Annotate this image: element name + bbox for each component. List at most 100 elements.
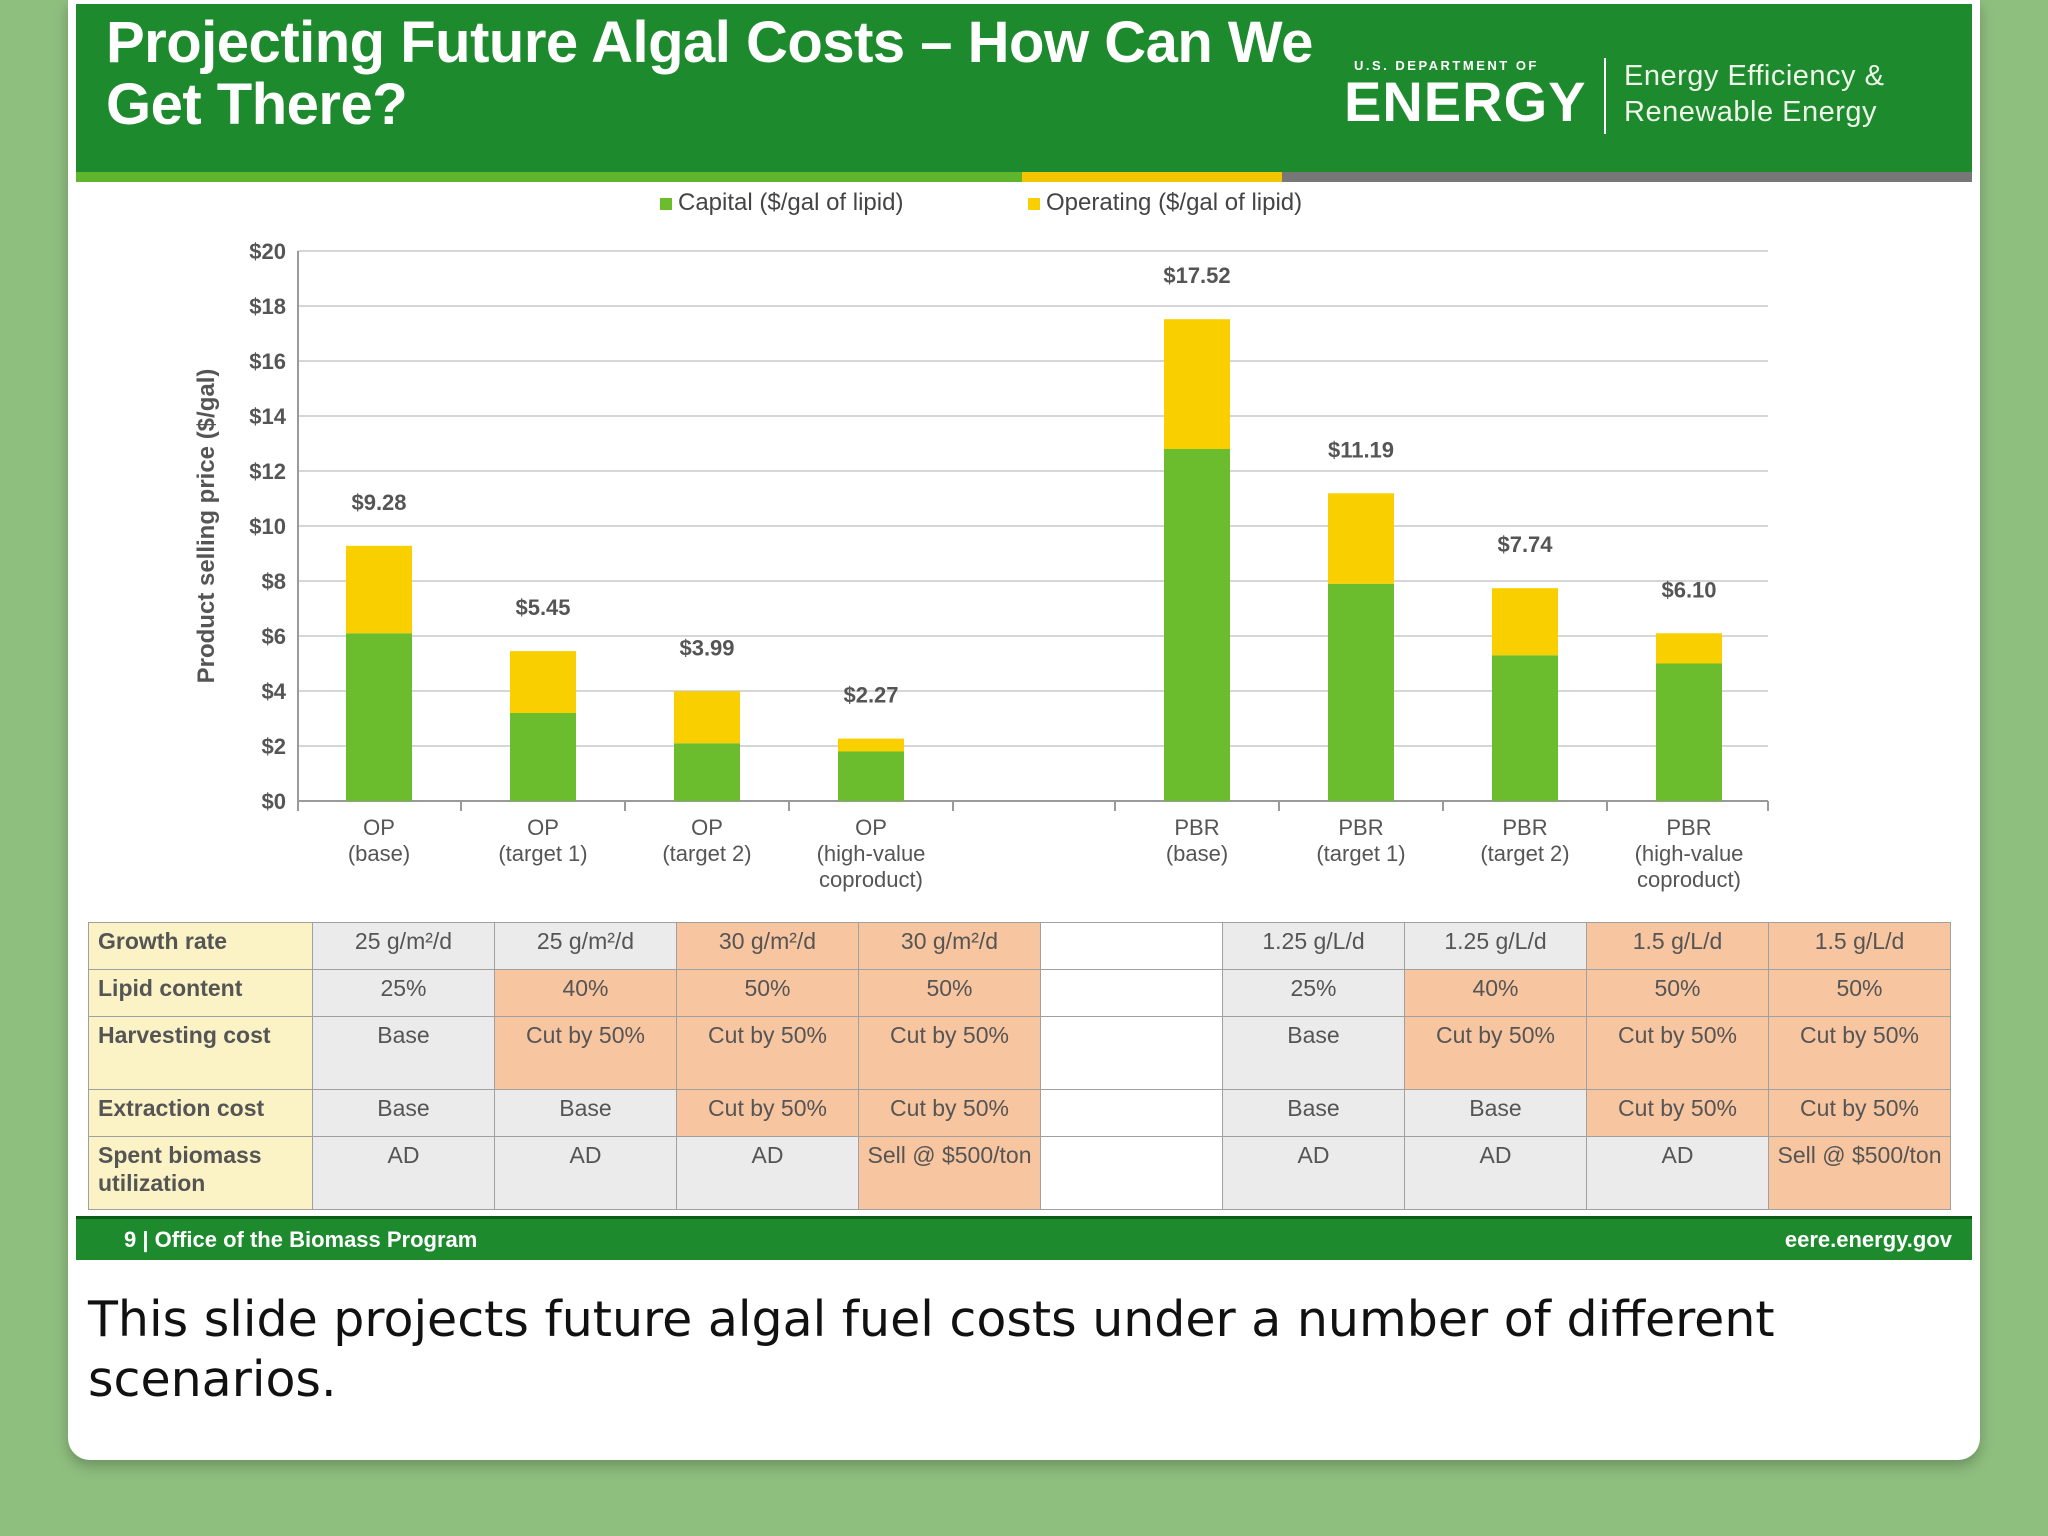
eere-logo-line1: Energy Efficiency & <box>1624 60 1885 92</box>
bar-capital <box>1656 663 1722 801</box>
y-tick-label: $18 <box>249 294 286 319</box>
table-cell: 1.5 g/L/d <box>1586 922 1769 970</box>
table-cell: Cut by 50% <box>1404 1016 1587 1090</box>
footer-office: 9 | Office of the Biomass Program <box>124 1227 478 1252</box>
table-cell: AD <box>1404 1136 1587 1210</box>
table-gap-cell <box>1040 1136 1223 1210</box>
table-cell: Base <box>1222 1016 1405 1090</box>
table-cell: 1.25 g/L/d <box>1222 922 1405 970</box>
table-cell: Base <box>1404 1089 1587 1137</box>
table-cell: 30 g/m²/d <box>676 922 859 970</box>
table-row-label: Extraction cost <box>88 1089 313 1137</box>
table-cell: Base <box>312 1016 495 1090</box>
legend-label: Capital ($/gal of lipid) <box>678 189 903 216</box>
table-cell: 50% <box>676 969 859 1017</box>
y-axis-label: Product selling price ($/gal) <box>193 369 220 684</box>
table-cell: AD <box>1222 1136 1405 1210</box>
y-tick-label: $14 <box>249 404 286 429</box>
bar-total-label: $6.10 <box>1661 577 1716 602</box>
x-category-label: coproduct) <box>1637 867 1741 892</box>
table-cell: 25% <box>312 969 495 1017</box>
table-cell: AD <box>494 1136 677 1210</box>
table-cell: Base <box>312 1089 495 1137</box>
table-cell: 1.25 g/L/d <box>1404 922 1587 970</box>
table-cell: Cut by 50% <box>858 1089 1041 1137</box>
x-category-label: OP <box>363 815 395 840</box>
table-cell: Cut by 50% <box>1586 1016 1769 1090</box>
bar-operating <box>510 651 576 713</box>
table-gap-cell <box>1040 1016 1223 1090</box>
table-cell: Cut by 50% <box>1768 1089 1951 1137</box>
x-category-label: PBR <box>1174 815 1219 840</box>
header-stripe-accent <box>1022 172 1282 182</box>
doe-logo-energy: ENERGY <box>1344 70 1587 133</box>
y-tick-label: $10 <box>249 514 286 539</box>
table-row-label: Growth rate <box>88 922 313 970</box>
table-cell: Sell @ $500/ton <box>858 1136 1041 1210</box>
table-cell: 50% <box>1586 969 1769 1017</box>
stacked-bar-chart: $0 $2 $4 $6 $8 $10 $12 $14 $16 $18 $20 Product sell… <box>193 189 1769 892</box>
table-cell: 50% <box>858 969 1041 1017</box>
table-row: Growth rate 25 g/m²/d 25 g/m²/d 30 g/m²/d 30… <box>88 922 1951 970</box>
table-cell: Cut by 50% <box>676 1016 859 1090</box>
x-category-label: OP <box>855 815 887 840</box>
bar-operating <box>1328 493 1394 584</box>
table-cell: Sell @ $500/ton <box>1768 1136 1951 1210</box>
bar-operating <box>674 691 740 744</box>
y-tick-label: $0 <box>262 789 286 814</box>
header-stripe-grey <box>1282 172 1972 182</box>
table-row-label: Lipid content <box>88 969 313 1017</box>
footer-url[interactable]: eere.energy.gov <box>1784 1227 1952 1252</box>
bar-total-label: $3.99 <box>679 635 734 660</box>
table-cell: AD <box>1586 1136 1769 1210</box>
x-category-label: (base) <box>348 841 410 866</box>
table-cell: 1.5 g/L/d <box>1768 922 1951 970</box>
legend-swatch <box>660 198 672 210</box>
table-cell: Cut by 50% <box>494 1016 677 1090</box>
x-category-label: (high-value <box>817 841 926 866</box>
slide-header: Projecting Future Algal Costs – How Can … <box>76 4 1972 172</box>
legend-label: Operating ($/gal of lipid) <box>1046 189 1302 216</box>
x-category-label: (target 2) <box>1480 841 1569 866</box>
table-cell: 25 g/m²/d <box>494 922 677 970</box>
x-category-label: coproduct) <box>819 867 923 892</box>
x-category-label: (target 1) <box>1316 841 1405 866</box>
bar-operating <box>1656 633 1722 664</box>
bar-capital <box>674 743 740 801</box>
table-cell: 25% <box>1222 969 1405 1017</box>
slide-footer: 9 | Office of the Biomass Program eere.e… <box>76 1216 1972 1260</box>
x-category-label: OP <box>691 815 723 840</box>
bar-capital <box>346 633 412 801</box>
table-cell: Cut by 50% <box>1768 1016 1951 1090</box>
doe-logo-department: U.S. DEPARTMENT OF <box>1354 58 1539 73</box>
x-category-label: (target 2) <box>662 841 751 866</box>
table-cell: 40% <box>494 969 677 1017</box>
scenario-table: Growth rate 25 g/m²/d 25 g/m²/d 30 g/m²/d 30… <box>88 922 1951 1210</box>
x-category-label: PBR <box>1502 815 1547 840</box>
bar-operating <box>346 545 412 634</box>
table-cell: Cut by 50% <box>676 1089 859 1137</box>
table-row: Spent biomass utilization AD AD AD Sell @ $5… <box>88 1136 1951 1210</box>
bar-operating <box>838 738 904 752</box>
table-cell: 40% <box>1404 969 1587 1017</box>
table-cell: 25 g/m²/d <box>312 922 495 970</box>
x-category-label: PBR <box>1666 815 1711 840</box>
table-cell: AD <box>676 1136 859 1210</box>
bar-capital <box>1492 655 1558 801</box>
x-category-label: PBR <box>1338 815 1383 840</box>
bar-total-label: $7.74 <box>1497 532 1553 557</box>
table-cell: Base <box>494 1089 677 1137</box>
y-tick-label: $8 <box>262 569 286 594</box>
table-row-label: Spent biomass utilization <box>88 1136 313 1210</box>
bar-total-label: $5.45 <box>515 595 570 620</box>
table-row: Harvesting cost Base Cut by 50% Cut by 50% C… <box>88 1016 1951 1090</box>
table-row: Lipid content 25% 40% 50% 50% 25% 40% 50% 50% <box>88 969 1951 1017</box>
table-gap-cell <box>1040 969 1223 1017</box>
table-cell: 30 g/m²/d <box>858 922 1041 970</box>
x-category-label: (high-value <box>1635 841 1744 866</box>
legend-swatch <box>1028 198 1040 210</box>
table-cell: Base <box>1222 1089 1405 1137</box>
bar-operating <box>1492 588 1558 656</box>
y-tick-label: $20 <box>249 239 286 264</box>
table-row: Extraction cost Base Base Cut by 50% Cut by … <box>88 1089 1951 1137</box>
